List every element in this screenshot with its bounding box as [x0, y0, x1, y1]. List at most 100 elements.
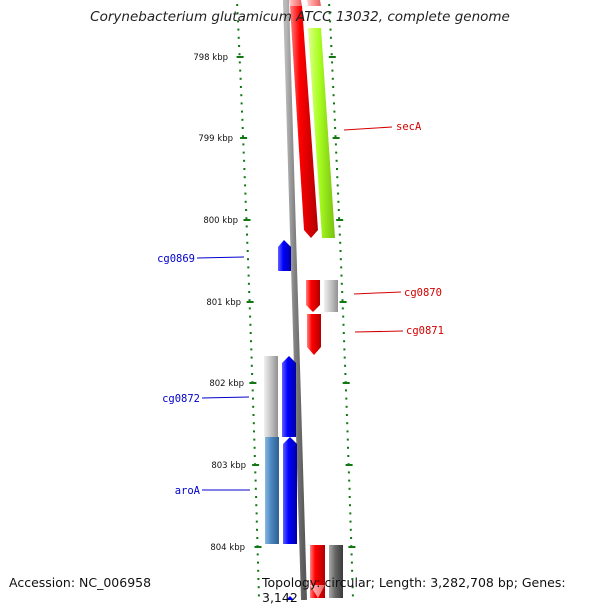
minor-tick-right: [329, 20, 332, 23]
minor-tick-right: [346, 422, 349, 425]
gene-label-seca[interactable]: secA: [396, 121, 422, 133]
major-tick-left: [254, 546, 262, 548]
cds-bottom-fragment-tip: [310, 585, 325, 598]
minor-tick-left: [251, 389, 254, 392]
minor-tick-right: [346, 438, 349, 441]
minor-tick-left: [248, 307, 251, 310]
cds-top-fragment-pink-2: [307, 0, 321, 6]
minor-tick-right: [343, 348, 346, 351]
major-tick-left: [249, 382, 257, 384]
major-tick-left: [240, 137, 248, 139]
cog-bar-aroa: [265, 437, 279, 544]
gene-label-cg0871[interactable]: cg0871: [406, 325, 444, 337]
minor-tick-right: [343, 340, 346, 343]
scale-label-803: 803 kbp: [211, 461, 246, 471]
minor-tick-left: [257, 594, 260, 597]
minor-tick-left: [247, 258, 249, 261]
minor-tick-right: [340, 282, 343, 285]
minor-tick-right: [334, 143, 337, 146]
minor-tick-right: [344, 364, 347, 367]
minor-tick-right: [338, 233, 341, 236]
minor-tick-left: [243, 168, 246, 170]
minor-tick-left: [246, 250, 249, 252]
minor-tick-right: [330, 53, 333, 56]
minor-tick-right: [342, 323, 345, 326]
minor-tick-right: [328, 4, 331, 6]
minor-tick-left: [242, 135, 244, 138]
minor-tick-left: [252, 422, 255, 425]
minor-tick-left: [253, 446, 256, 449]
cog-bar-cg0872: [264, 356, 278, 437]
minor-tick-left: [237, 20, 239, 23]
minor-tick-left: [238, 61, 241, 64]
minor-tick-right: [342, 315, 345, 318]
minor-tick-left: [253, 455, 256, 457]
minor-tick-left: [237, 28, 240, 31]
gene-label-cg0870[interactable]: cg0870: [404, 287, 442, 299]
minor-tick-right: [348, 496, 351, 498]
minor-tick-left: [250, 356, 253, 359]
minor-tick-right: [338, 225, 341, 228]
minor-tick-right: [339, 250, 342, 252]
cds-seca: [290, 6, 318, 238]
major-tick-right: [348, 546, 356, 548]
minor-tick-right: [345, 405, 348, 408]
minor-tick-right: [348, 479, 351, 482]
minor-tick-right: [341, 291, 344, 293]
minor-tick-left: [252, 405, 255, 408]
minor-tick-right: [336, 168, 338, 170]
minor-tick-left: [256, 528, 258, 531]
leader-cg0869: [196, 256, 245, 259]
minor-tick-right: [347, 455, 350, 457]
minor-tick-left: [250, 348, 253, 351]
minor-tick-right: [335, 159, 338, 162]
gene-label-aroa[interactable]: aroA: [175, 485, 201, 497]
major-tick-left: [236, 56, 244, 58]
minor-tick-left: [255, 504, 258, 507]
minor-tick-left: [253, 438, 256, 441]
minor-tick-right: [334, 127, 337, 129]
cds-cg0872: [282, 356, 296, 437]
cds-cg0870: [306, 280, 320, 312]
minor-tick-left: [236, 12, 239, 15]
minor-tick-right: [337, 209, 340, 211]
minor-tick-left: [252, 414, 255, 416]
minor-tick-right: [333, 118, 336, 121]
minor-tick-right: [335, 151, 338, 154]
scale-label-804: 804 kbp: [210, 543, 245, 553]
minor-tick-right: [338, 217, 341, 220]
minor-tick-left: [239, 77, 242, 80]
cds-top-fragment-pink: [289, 0, 302, 6]
major-tick-right: [336, 219, 344, 221]
gene-label-cg0869[interactable]: cg0869: [157, 253, 195, 265]
minor-tick-left: [236, 4, 239, 6]
major-tick-left: [252, 464, 260, 466]
minor-tick-right: [349, 528, 352, 531]
minor-tick-right: [347, 446, 349, 449]
minor-tick-right: [333, 102, 335, 105]
minor-tick-left: [239, 69, 242, 72]
minor-tick-left: [238, 45, 241, 47]
minor-tick-left: [251, 373, 254, 375]
gene-label-cg0872[interactable]: cg0872: [162, 393, 200, 405]
major-tick-right: [332, 137, 340, 139]
minor-tick-left: [248, 299, 251, 302]
minor-tick-left: [242, 151, 245, 154]
minor-tick-right: [346, 430, 349, 433]
minor-tick-right: [340, 274, 343, 277]
minor-tick-left: [240, 94, 243, 97]
minor-tick-left: [257, 586, 260, 589]
minor-tick-left: [254, 487, 257, 490]
minor-tick-right: [342, 332, 345, 334]
cds-bottom-fragment: [310, 545, 325, 598]
minor-tick-left: [245, 217, 248, 220]
minor-tick-right: [339, 241, 342, 244]
minor-tick-right: [351, 578, 354, 580]
minor-tick-left: [243, 176, 246, 179]
minor-tick-left: [240, 102, 243, 105]
minor-tick-left: [249, 315, 252, 318]
minor-tick-right: [350, 553, 353, 556]
minor-tick-left: [248, 291, 251, 293]
minor-tick-right: [329, 36, 332, 39]
